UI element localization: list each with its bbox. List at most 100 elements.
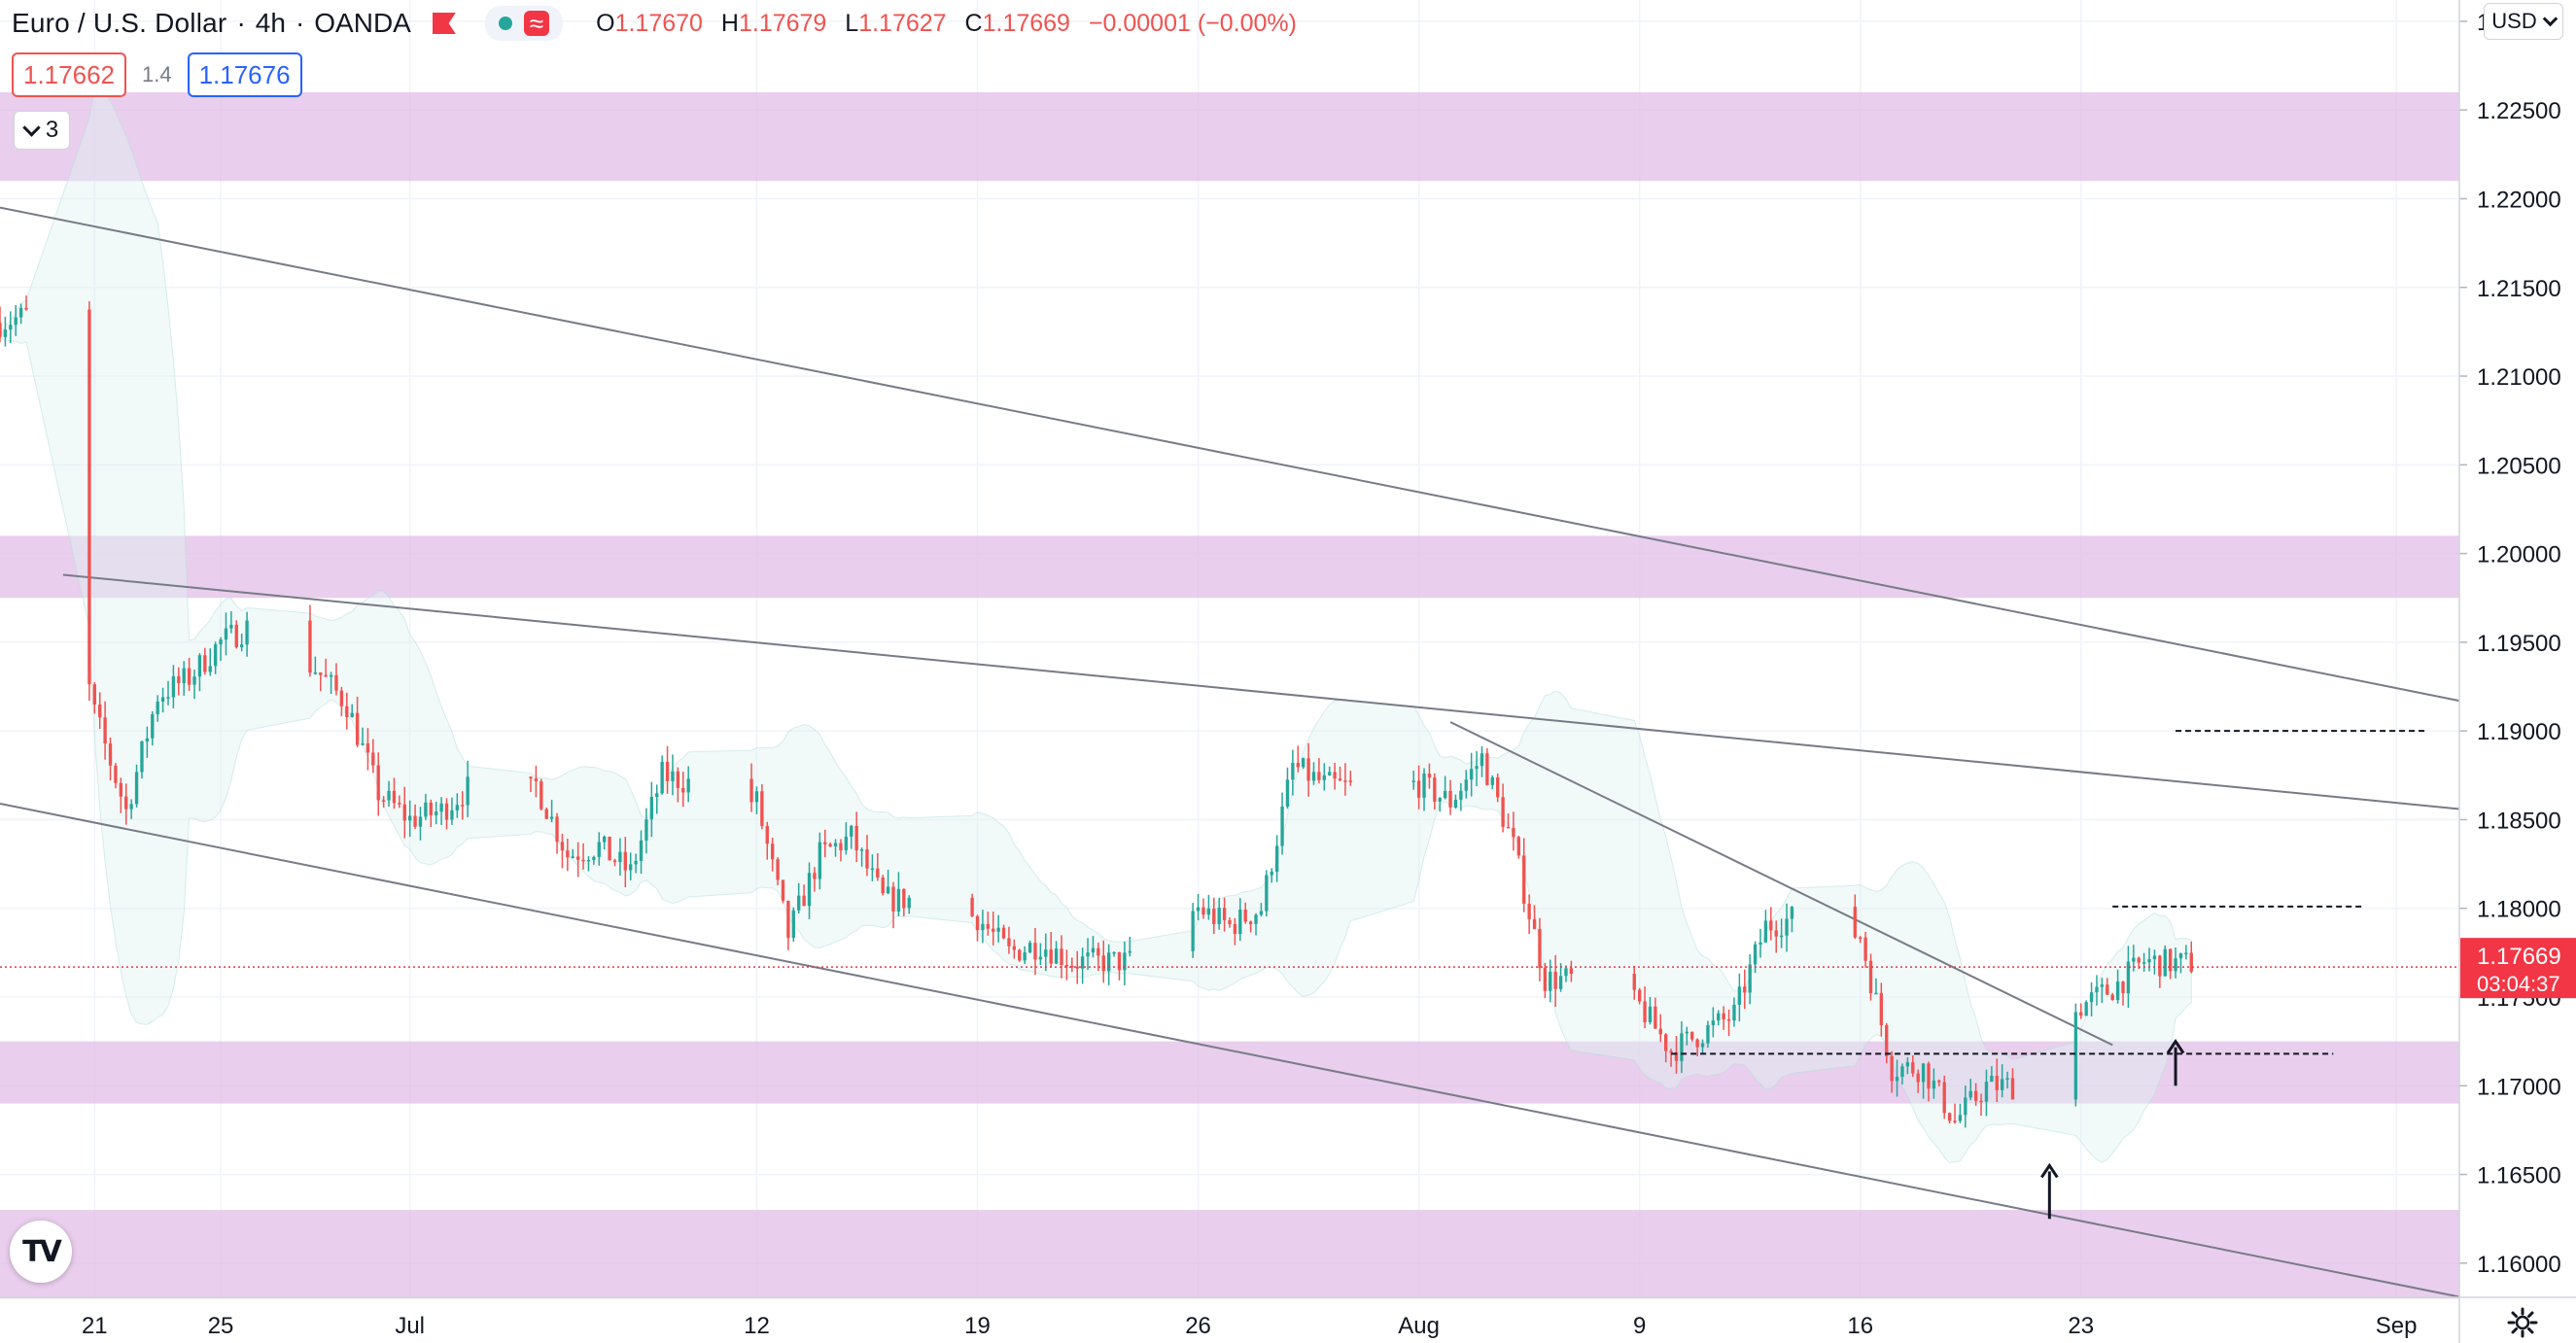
candle-down [1496,777,1500,798]
candle-down [1658,1028,1662,1035]
y-tick-label: 1.19500 [2477,631,2561,657]
candle-up [981,923,985,931]
candle-up [1964,1097,1967,1116]
candle-down [108,743,113,766]
candle-up [1490,777,1494,785]
candle-down [1690,1031,1694,1040]
candle-down [1863,937,1867,961]
low-value: 1.17627 [858,9,947,37]
y-tick-label: 1.16500 [2477,1163,2561,1189]
candle-up [129,804,133,809]
candle-up [797,895,801,911]
candle-down [1506,826,1511,829]
y-tick-label: 1.22000 [2477,187,2561,213]
sell-button[interactable]: 1.17662 [12,52,126,97]
candle-down [0,323,2,337]
candle-down [765,825,769,844]
y-tick-label: 1.20500 [2477,453,2561,479]
candle-down [1890,1055,1894,1082]
candle-down [1769,920,1773,931]
candle-down [828,844,832,847]
candle-up [1737,986,1742,1005]
candle-up [1648,1006,1653,1022]
candle-down [566,850,570,858]
settings-gear-icon[interactable] [2506,1306,2539,1339]
candle-up [896,888,901,912]
candle-up [182,668,186,684]
candle-countdown: 03:04:37 [2477,972,2560,996]
candle-up [1191,911,1195,951]
currency-button[interactable]: USD [2484,3,2563,40]
candle-down [1001,927,1006,939]
candle-up [1732,1004,1736,1021]
candle-up [2095,986,2099,993]
symbol-name[interactable]: Euro / U.S. Dollar [12,8,227,38]
horizontal-levels [1671,730,2428,1055]
candle-up [1112,951,1116,954]
candle-down [534,778,539,781]
x-tick-label: Sep [2376,1313,2418,1339]
candle-up [387,790,391,801]
candle-down [1632,973,1636,990]
candle-down [1007,938,1011,947]
candle-up [1680,1033,1684,1061]
low-label: L [845,9,859,37]
candle-up [1685,1031,1688,1034]
candle-down [1774,930,1778,937]
candle-up [1438,798,1442,802]
candle-down [177,675,181,684]
y-tick-label: 1.16000 [2477,1252,2561,1278]
candle-down [1942,1082,1946,1114]
candle-up [2126,961,2131,994]
candle-down [1654,1006,1657,1029]
y-tick-label: 1.21000 [2477,364,2561,391]
candle-up [1254,914,1258,924]
candle-up [1091,947,1096,953]
candle-up [2001,1079,2004,1090]
interval-label[interactable]: 4h [255,8,286,38]
candle-up [2005,1078,2009,1080]
candle-up [2132,957,2136,962]
market-status-pill[interactable]: ≈ [484,6,564,41]
candle-up [1564,968,1568,977]
flag-icon[interactable] [432,13,456,34]
arrow-up-icon [2166,1038,2185,1054]
candle-down [1885,1025,1889,1056]
candle-down [854,825,858,851]
candle-up [586,859,591,862]
market-open-dot-icon [498,17,512,30]
candle-up [466,776,470,806]
candle-up [1285,779,1290,807]
candle-up [1464,779,1468,791]
candle-up [1453,799,1458,808]
candle-down [1212,908,1216,925]
candle-down [986,923,991,929]
candle-down [1248,921,1253,924]
candle-down [98,704,102,718]
wave-icon: ≈ [523,11,550,36]
indicators-toggle-button[interactable]: 3 [14,111,70,150]
candle-up [1027,943,1032,953]
candle-up [1302,758,1305,768]
candle-up [134,772,139,805]
candle-up [1280,806,1284,846]
candle-down [876,868,880,878]
y-tick-label: 1.22500 [2477,98,2561,124]
candle-up [2073,1012,2078,1100]
close-label: C [964,9,983,37]
x-tick-label: 16 [1847,1313,1873,1339]
candle-down [24,307,28,310]
candle-down [1722,1013,1725,1019]
candle-up [603,836,607,843]
candle-up [140,741,144,773]
candle-up [435,811,438,815]
buy-button[interactable]: 1.17676 [187,52,302,97]
candle-up [1443,790,1447,799]
candle-down [1306,758,1310,781]
candle-down [2137,957,2141,963]
candle-up [1422,774,1426,798]
candle-up [1479,753,1484,767]
candle-down [1726,1018,1731,1021]
